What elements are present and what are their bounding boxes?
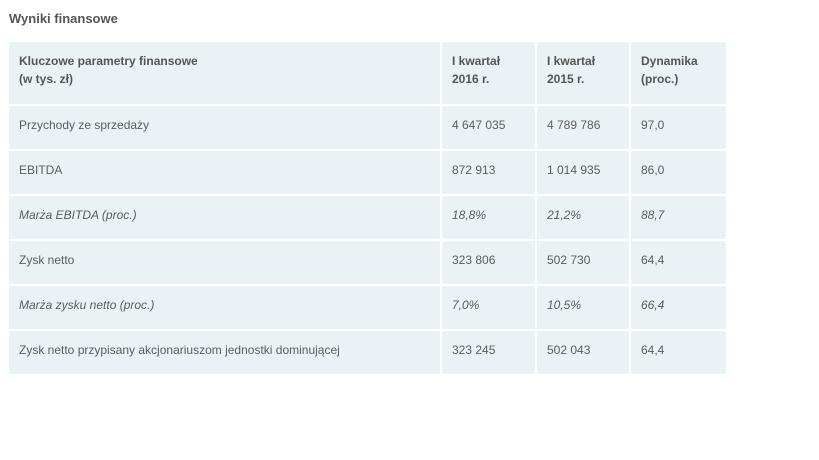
row-label: Marża zysku netto (proc.) [9, 286, 440, 329]
cell-q1-2016: 7,0% [442, 286, 535, 329]
cell-q1-2015: 1 014 935 [537, 151, 629, 194]
cell-dynamics: 97,0 [631, 106, 726, 149]
header-dynamics-line1: Dynamika [641, 54, 698, 68]
cell-q1-2016: 18,8% [442, 196, 535, 239]
cell-q1-2015: 502 043 [537, 331, 629, 374]
table-row: Marża zysku netto (proc.) 7,0% 10,5% 66,… [9, 286, 726, 329]
table-row: Zysk netto 323 806 502 730 64,4 [9, 241, 726, 284]
header-parameter: Kluczowe parametry finansowe (w tys. zł) [9, 42, 440, 104]
table-header-row: Kluczowe parametry finansowe (w tys. zł)… [9, 42, 726, 104]
page-title: Wyniki finansowe [9, 11, 118, 26]
cell-dynamics: 86,0 [631, 151, 726, 194]
financial-results-table: Kluczowe parametry finansowe (w tys. zł)… [7, 40, 728, 376]
row-label: EBITDA [9, 151, 440, 194]
row-label: Przychody ze sprzedaży [9, 106, 440, 149]
row-label: Marża EBITDA (proc.) [9, 196, 440, 239]
cell-dynamics: 66,4 [631, 286, 726, 329]
header-parameter-line1: Kluczowe parametry finansowe [19, 54, 198, 68]
cell-q1-2016: 4 647 035 [442, 106, 535, 149]
cell-q1-2016: 323 806 [442, 241, 535, 284]
header-q1-2016-line2: 2016 r. [452, 72, 490, 86]
cell-dynamics: 88,7 [631, 196, 726, 239]
table-row: EBITDA 872 913 1 014 935 86,0 [9, 151, 726, 194]
cell-q1-2015: 21,2% [537, 196, 629, 239]
table-row: Zysk netto przypisany akcjonariuszom jed… [9, 331, 726, 374]
row-label: Zysk netto [9, 241, 440, 284]
cell-q1-2016: 323 245 [442, 331, 535, 374]
row-label: Zysk netto przypisany akcjonariuszom jed… [9, 331, 440, 374]
cell-q1-2016: 872 913 [442, 151, 535, 194]
table-row: Marża EBITDA (proc.) 18,8% 21,2% 88,7 [9, 196, 726, 239]
header-q1-2015: I kwartał 2015 r. [537, 42, 629, 104]
cell-q1-2015: 10,5% [537, 286, 629, 329]
header-parameter-line2: (w tys. zł) [19, 72, 74, 86]
header-q1-2015-line1: I kwartał [547, 54, 596, 68]
header-dynamics: Dynamika (proc.) [631, 42, 726, 104]
table-row: Przychody ze sprzedaży 4 647 035 4 789 7… [9, 106, 726, 149]
header-dynamics-line2: (proc.) [641, 72, 679, 86]
cell-dynamics: 64,4 [631, 331, 726, 374]
header-q1-2016: I kwartał 2016 r. [442, 42, 535, 104]
cell-q1-2015: 502 730 [537, 241, 629, 284]
header-q1-2015-line2: 2015 r. [547, 72, 585, 86]
header-q1-2016-line1: I kwartał [452, 54, 501, 68]
cell-q1-2015: 4 789 786 [537, 106, 629, 149]
cell-dynamics: 64,4 [631, 241, 726, 284]
